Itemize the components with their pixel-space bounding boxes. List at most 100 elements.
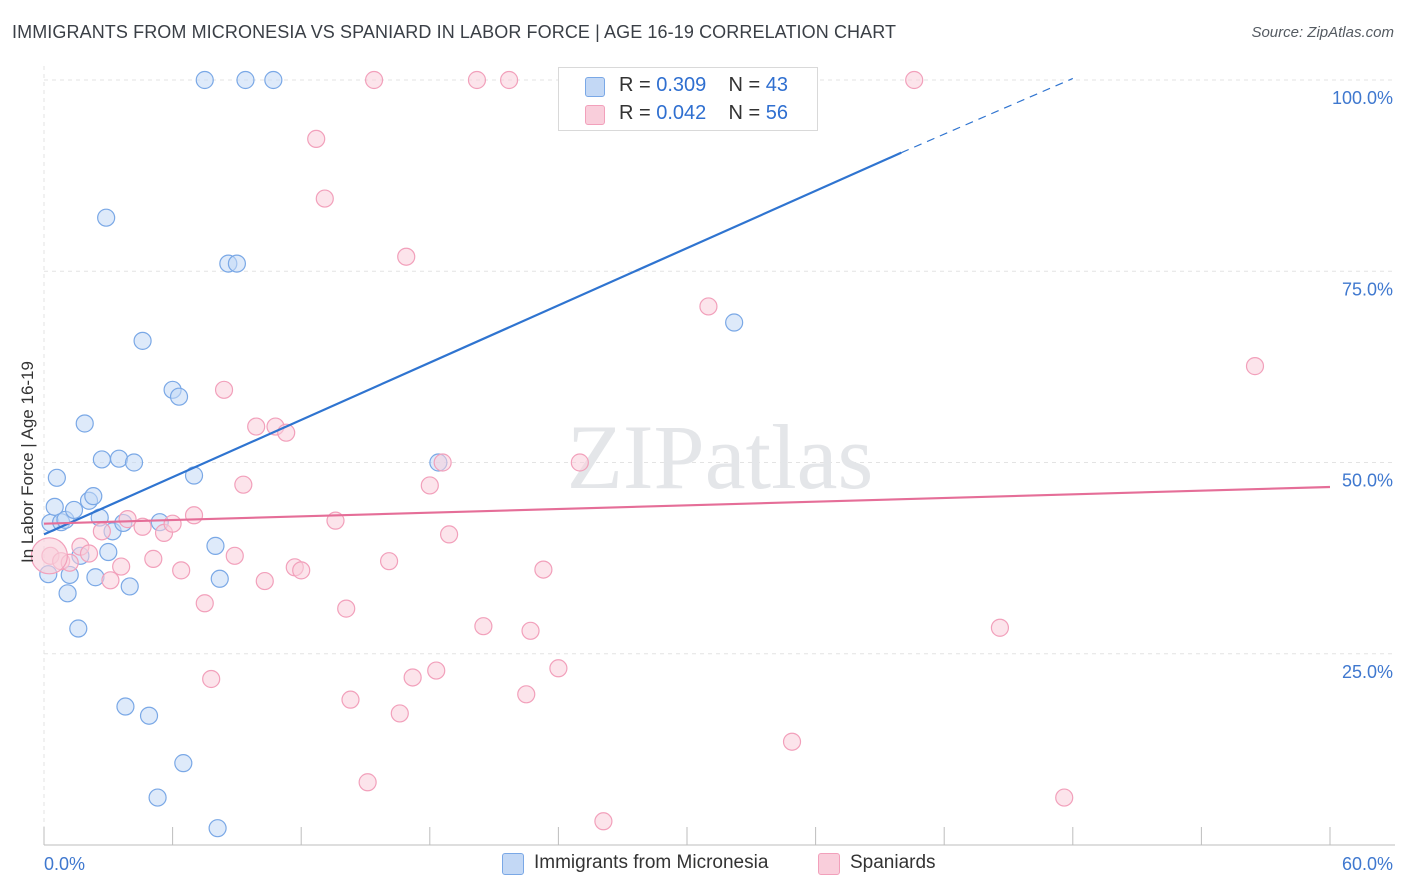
data-point (358, 773, 377, 792)
data-point (99, 542, 118, 562)
data-point (699, 297, 718, 316)
data-point (390, 704, 409, 723)
x-tick-label-max: 60.0% (1342, 854, 1393, 874)
tick-labels: 25.0% 50.0% 75.0% 100.0% 0.0% 60.0% (44, 88, 1393, 874)
y-tick-label: 100.0% (1332, 88, 1393, 108)
data-point (101, 571, 120, 590)
y-tick-label: 50.0% (1342, 471, 1393, 491)
data-point (184, 506, 204, 525)
chart-title: IMMIGRANTS FROM MICRONESIA VS SPANIARD I… (12, 22, 897, 42)
axes (43, 827, 1395, 846)
series-legend: Immigrants from Micronesia Spaniards (0, 852, 1406, 878)
data-point (397, 247, 416, 266)
data-point (570, 453, 589, 472)
data-point (500, 70, 519, 90)
micronesia-points (39, 70, 744, 838)
data-point (195, 594, 214, 613)
data-point (84, 487, 103, 506)
data-point (725, 313, 744, 332)
data-point (174, 754, 193, 773)
data-point (534, 560, 553, 579)
data-point (133, 331, 152, 350)
data-point (315, 189, 334, 208)
legend-n-value-spaniards: 56 (765, 102, 789, 124)
legend-r-value-spaniards: 0.042 (656, 102, 707, 124)
data-point (97, 208, 116, 227)
data-point (364, 70, 384, 90)
legend-r-value-micronesia: 0.309 (656, 74, 707, 96)
data-point (86, 568, 105, 587)
data-point (116, 697, 135, 716)
data-point (264, 70, 283, 90)
legend-swatch-spaniards (585, 105, 605, 125)
trend-line-micronesia-extension (901, 77, 1074, 154)
data-point (341, 690, 360, 709)
y-tick-label: 25.0% (1342, 662, 1393, 682)
data-point (420, 476, 439, 495)
data-point (1055, 788, 1074, 807)
data-point (202, 669, 221, 689)
data-point (517, 685, 536, 704)
x-tick-label-min: 0.0% (44, 854, 85, 874)
data-point (139, 706, 159, 725)
legend-n-label: N = (728, 74, 766, 96)
data-point (427, 661, 446, 680)
data-point (549, 659, 568, 678)
stats-legend: R = 0.309 N = 43 R = 0.042 N = 56 (558, 67, 818, 131)
data-point (206, 536, 225, 555)
data-point (337, 599, 356, 618)
legend-r-label: R = (619, 74, 657, 96)
y-tick-label: 75.0% (1342, 279, 1393, 299)
legend-n-label: N = (728, 102, 766, 124)
data-point (236, 70, 255, 90)
data-point (990, 618, 1010, 637)
data-point (467, 70, 487, 90)
data-point (75, 414, 94, 433)
data-point (227, 254, 246, 273)
data-point (45, 497, 64, 516)
data-point (169, 387, 189, 406)
watermark: ZIPatlas (567, 406, 874, 508)
data-point (133, 517, 152, 536)
data-point (64, 500, 84, 520)
data-point-cluster (30, 537, 68, 575)
data-point (92, 522, 111, 541)
data-point (118, 510, 137, 529)
data-point (225, 546, 244, 565)
data-point (782, 732, 802, 751)
trend-line-micronesia (43, 151, 902, 536)
data-point (210, 569, 229, 588)
data-point (69, 619, 88, 638)
data-point (234, 475, 253, 494)
data-point (292, 561, 311, 580)
data-point (109, 449, 129, 468)
data-point (195, 70, 214, 90)
data-point (433, 453, 452, 472)
legend-r-label: R = (619, 102, 657, 124)
data-point (905, 70, 924, 90)
data-point (247, 417, 266, 436)
data-point (172, 561, 191, 580)
data-point (307, 129, 326, 149)
data-point (439, 525, 459, 544)
data-point (58, 584, 77, 603)
data-point (379, 552, 399, 571)
data-point (112, 557, 131, 576)
data-point (47, 468, 66, 487)
chart-source: Source: ZipAtlas.com (1251, 24, 1394, 41)
data-point (521, 621, 540, 640)
data-point (120, 577, 139, 596)
spaniard-points (30, 70, 1265, 831)
data-point (214, 380, 234, 399)
legend-n-value-micronesia: 43 (765, 74, 789, 96)
trend-line-spaniards (43, 485, 1331, 525)
data-point (79, 544, 99, 563)
y-axis-label: In Labor Force | Age 16-19 (18, 361, 37, 563)
legend-label-micronesia: Immigrants from Micronesia (534, 852, 769, 873)
data-point (148, 788, 167, 807)
data-point (1245, 357, 1265, 376)
trend-lines (43, 77, 1331, 536)
legend-label-spaniards: Spaniards (850, 852, 936, 873)
data-point (403, 668, 422, 687)
